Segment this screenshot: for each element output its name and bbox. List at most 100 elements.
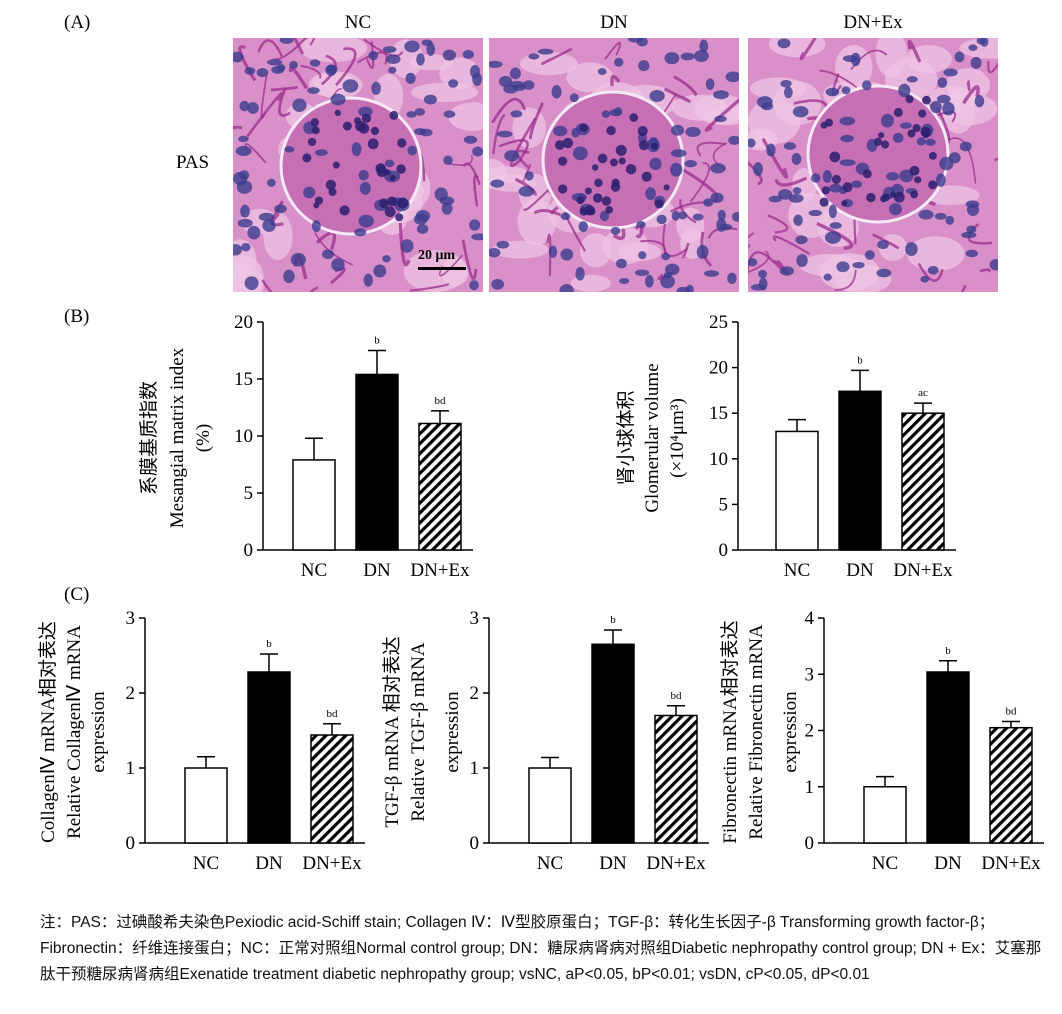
significance-label: bd <box>671 690 683 702</box>
image-title-nc: NC <box>344 12 372 33</box>
category-label: DN+Ex <box>410 560 470 581</box>
panel-a-label: (A) <box>64 12 91 33</box>
chart-mesangial-index: 0 5 10 15 20 NC DN b DN+Ex bd 系膜基质指数 Mesangial matr… <box>138 312 473 581</box>
y-tick-label: 10 <box>709 449 728 470</box>
category-label: NC <box>301 560 327 581</box>
y-tick-label: 3 <box>805 664 815 685</box>
category-label: DN <box>846 560 874 581</box>
y-tick-label: 10 <box>234 426 253 447</box>
y-tick-label: 4 <box>805 608 815 629</box>
category-label: NC <box>784 560 810 581</box>
chart-fibronectin: 0 1 2 3 4 NC DN b DN+Ex bd Fibronectin mRNA相对表达 Rel… <box>719 608 1044 874</box>
y-tick-label: 3 <box>470 608 480 629</box>
chart-glomerular-volume: 0 5 10 15 20 25 NC DN b DN+Ex ac 肾小球体积 Glomerular vo… <box>615 312 956 581</box>
category-label: DN+Ex <box>893 560 953 581</box>
y-tick-label: 15 <box>234 369 253 390</box>
bar-nc <box>775 430 819 551</box>
y-axis-label: Relative Fibronectin mRNA <box>746 624 767 840</box>
bar-nc <box>863 786 907 844</box>
y-axis-label: Fibronectin mRNA相对表达 <box>719 620 741 843</box>
bar-dn-ex <box>418 422 462 551</box>
y-axis-label: expression <box>442 691 463 773</box>
y-tick-label: 2 <box>126 683 136 704</box>
chart-collagen-iv: 0 1 2 3 NC DN b DN+Ex bd CollagenⅣ mRNA相对表达 Relati… <box>37 608 365 874</box>
y-tick-label: 3 <box>126 608 136 629</box>
category-label: NC <box>537 853 563 874</box>
significance-label: b <box>374 335 380 347</box>
bar-dn-ex <box>310 734 354 844</box>
y-axis-label: CollagenⅣ mRNA相对表达 <box>37 621 59 843</box>
image-title-dnex: DN+Ex <box>843 12 903 33</box>
histology-image-dn <box>489 38 739 292</box>
category-label: DN <box>363 560 391 581</box>
bar-nc <box>184 767 228 844</box>
y-axis-label: 肾小球体积 <box>615 390 637 485</box>
panel-c-label: (C) <box>64 584 90 605</box>
y-axis-label: (×10⁴μm³) <box>667 398 688 478</box>
y-tick-label: 20 <box>709 358 728 379</box>
pas-row-label: PAS <box>176 152 210 173</box>
significance-label: b <box>266 638 272 650</box>
bar-dn <box>838 390 882 551</box>
histology-image-nc <box>233 38 483 292</box>
y-tick-label: 2 <box>470 683 480 704</box>
y-axis-label: Mesangial matrix index <box>167 347 188 528</box>
stain-texture <box>489 38 739 292</box>
y-axis-label: Glomerular volume <box>642 363 663 512</box>
significance-label: bd <box>435 395 447 407</box>
significance-label: bd <box>1006 706 1018 718</box>
y-tick-label: 0 <box>719 540 729 561</box>
y-axis-label: expression <box>88 691 109 773</box>
y-axis-label: Relative TGF-β mRNA <box>408 642 429 822</box>
category-label: NC <box>872 853 898 874</box>
significance-label: b <box>945 645 951 657</box>
y-tick-label: 0 <box>244 540 254 561</box>
category-label: DN+Ex <box>302 853 362 874</box>
y-axis-label: 系膜基质指数 <box>138 381 160 495</box>
bar-dn <box>926 671 970 844</box>
scale-bar <box>418 267 466 270</box>
scale-bar-label: 20 μm <box>418 248 456 263</box>
y-tick-label: 1 <box>470 758 480 779</box>
bar-dn-ex <box>654 714 698 844</box>
category-label: DN <box>255 853 283 874</box>
y-tick-label: 20 <box>234 312 253 333</box>
bar-nc <box>528 767 572 844</box>
y-tick-label: 1 <box>805 777 815 798</box>
category-label: DN <box>934 853 962 874</box>
stain-texture <box>233 38 483 292</box>
y-tick-label: 25 <box>709 312 728 333</box>
significance-label: b <box>610 614 616 626</box>
y-axis-label: (%) <box>193 424 214 452</box>
category-label: DN <box>599 853 627 874</box>
category-label: DN+Ex <box>646 853 706 874</box>
bar-dn <box>247 671 291 844</box>
significance-label: b <box>857 354 863 366</box>
figure-note: 注：PAS：过碘酸希夫染色Pexiodic acid-Schiff stain;… <box>40 914 1042 983</box>
bar-dn <box>591 643 635 844</box>
histology-image-dnex <box>748 38 998 292</box>
stain-texture <box>748 38 998 292</box>
category-label: DN+Ex <box>981 853 1041 874</box>
y-tick-label: 2 <box>805 721 815 742</box>
y-tick-label: 5 <box>244 483 254 504</box>
y-axis-label: expression <box>780 691 801 773</box>
bar-dn-ex <box>989 726 1033 844</box>
y-tick-label: 1 <box>126 758 136 779</box>
panel-b-label: (B) <box>64 306 90 327</box>
y-tick-label: 15 <box>709 403 728 424</box>
y-tick-label: 0 <box>126 833 136 854</box>
chart-tgf-beta: 0 1 2 3 NC DN b DN+Ex bd TGF-β mRNA 相对表达 Relative … <box>381 608 709 874</box>
bar-nc <box>292 459 336 551</box>
y-axis-label: TGF-β mRNA 相对表达 <box>381 636 403 827</box>
bar-dn-ex <box>901 412 945 551</box>
image-title-dn: DN <box>600 12 628 33</box>
y-axis-label: Relative CollagenⅣ mRNA <box>64 625 85 839</box>
significance-label: ac <box>918 387 928 399</box>
category-label: NC <box>193 853 219 874</box>
y-tick-label: 0 <box>805 833 815 854</box>
y-tick-label: 5 <box>719 494 729 515</box>
significance-label: bd <box>327 708 339 720</box>
bar-dn <box>355 373 399 551</box>
y-tick-label: 0 <box>470 833 480 854</box>
